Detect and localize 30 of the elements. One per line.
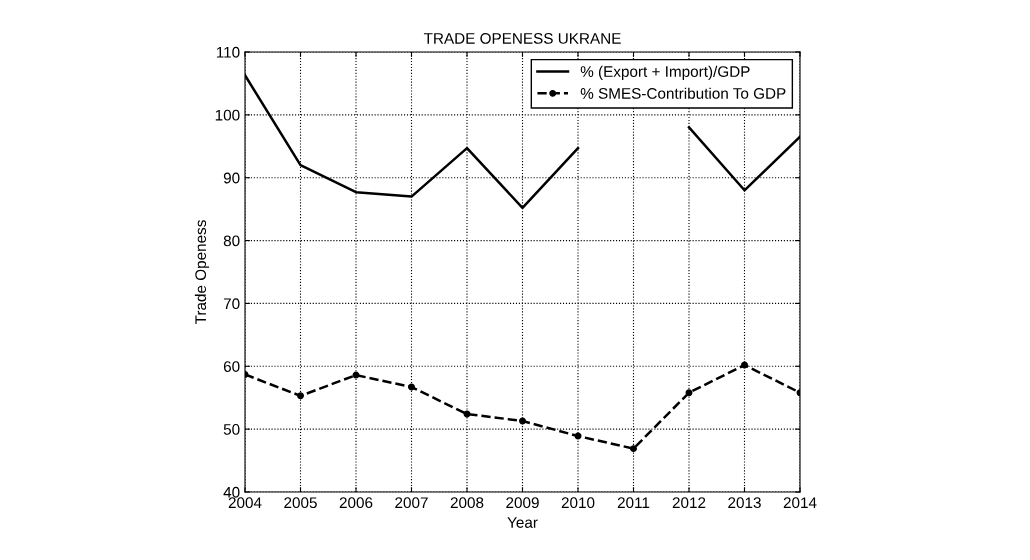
legend-label: % SMES-Contribution To GDP xyxy=(580,87,786,99)
y-tick-label: 90 xyxy=(223,172,240,184)
point xyxy=(685,389,693,397)
legend-label: % (Export + Import)/GDP xyxy=(580,65,750,80)
y-tick-label: 60 xyxy=(223,361,240,372)
x-tick-label: 2012 xyxy=(672,497,706,509)
point xyxy=(741,361,748,369)
x-tick-label: 2006 xyxy=(339,497,373,509)
y-tick-label: 100 xyxy=(215,109,240,121)
y-axis-title: Trade Openess xyxy=(194,220,210,325)
x-tick-label: 2008 xyxy=(450,497,484,509)
x-axis-title: Year xyxy=(507,517,538,528)
x-tick-label: 2007 xyxy=(395,497,428,509)
x-tick-label: 2004 xyxy=(228,497,262,509)
x-tick-label: 2014 xyxy=(783,497,817,509)
x-tick-label: 2013 xyxy=(728,497,761,509)
x-tick-label: 2009 xyxy=(506,497,539,509)
point xyxy=(519,417,526,425)
point xyxy=(630,445,637,453)
y-tick-label: 70 xyxy=(223,298,240,310)
x-tick-label: 2011 xyxy=(617,497,650,509)
y-tick-label: 50 xyxy=(223,424,240,435)
point xyxy=(297,392,304,400)
point xyxy=(408,383,415,391)
chart-title: TRADE OPENESS UKRANE xyxy=(423,33,621,44)
x-tick-label: 2005 xyxy=(284,497,317,509)
y-tick-label: 110 xyxy=(216,46,240,58)
x-tick-label: 2010 xyxy=(561,497,595,509)
y-tick-label: 80 xyxy=(223,235,240,247)
y-tick-label: 40 xyxy=(223,486,240,498)
